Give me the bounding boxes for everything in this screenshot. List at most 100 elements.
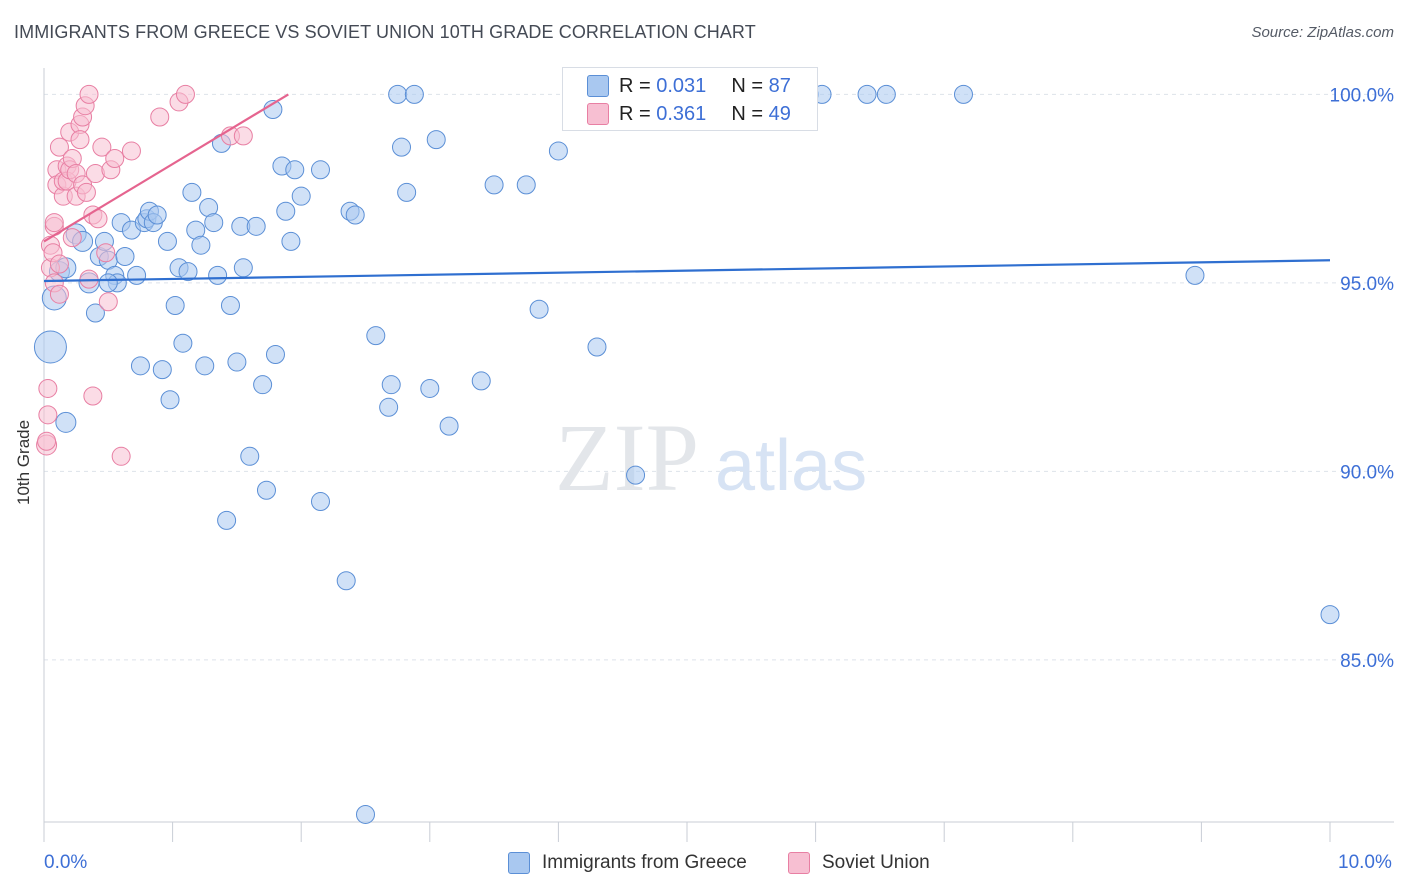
soviet-point xyxy=(49,284,69,304)
watermark-atlas: atlas xyxy=(715,426,867,506)
greece-point xyxy=(98,273,118,293)
greece-point xyxy=(392,137,412,157)
greece-point xyxy=(310,492,330,512)
soviet-n-value: 49 xyxy=(768,102,791,125)
watermark-zip: ZIP xyxy=(555,404,699,511)
y-tick-label: 95.0% xyxy=(1340,274,1394,295)
greece-point xyxy=(208,265,228,285)
greece-point xyxy=(115,247,135,266)
soviet-point xyxy=(62,228,82,248)
trend-lines xyxy=(43,93,1331,283)
greece-trend-line xyxy=(43,259,1331,283)
greece-point xyxy=(220,296,240,316)
greece-point xyxy=(152,360,172,380)
soviet-n-label: N = xyxy=(731,102,764,125)
source-credit: Source: ZipAtlas.com xyxy=(1251,24,1394,41)
soviet-point xyxy=(83,386,103,406)
greece-point xyxy=(285,160,305,180)
soviet-r-value: 0.361 xyxy=(656,102,707,125)
greece-point xyxy=(281,231,301,251)
soviet-point xyxy=(38,405,58,425)
greece-point xyxy=(291,186,311,206)
soviet-point xyxy=(96,243,116,263)
greece-point xyxy=(195,356,215,376)
greece-point xyxy=(55,411,77,433)
greece-point xyxy=(182,182,202,202)
greece-point xyxy=(157,231,177,251)
soviet-point xyxy=(37,431,57,451)
greece-point xyxy=(529,299,549,319)
greece-point xyxy=(265,345,285,365)
soviet-point xyxy=(49,254,69,274)
greece-point xyxy=(246,216,266,236)
x-tick-label-max: 10.0% xyxy=(1338,852,1392,873)
greece-point xyxy=(953,84,973,104)
greece-point xyxy=(227,352,247,372)
greece-point xyxy=(336,571,356,591)
greece-point xyxy=(256,480,276,500)
series-legend: Immigrants from Greece Soviet Union xyxy=(0,852,1406,878)
soviet-point xyxy=(70,130,90,150)
greece-point xyxy=(204,213,224,233)
greece-point xyxy=(217,510,237,530)
greece-point xyxy=(345,205,365,225)
greece-point xyxy=(420,378,440,398)
greece-point xyxy=(548,141,568,161)
greece-r-label: R = xyxy=(619,74,651,97)
greece-point xyxy=(160,390,180,410)
soviet-point xyxy=(79,84,99,104)
greece-point xyxy=(857,84,877,104)
soviet-point xyxy=(98,292,118,312)
soviet-point xyxy=(175,84,195,104)
greece-r-value: 0.031 xyxy=(656,74,707,97)
soviet-trend-line xyxy=(43,93,289,243)
greece-point xyxy=(253,375,273,395)
greece-point xyxy=(356,804,375,824)
greece-point xyxy=(130,356,150,376)
soviet-point xyxy=(233,126,253,146)
greece-n-value: 87 xyxy=(768,74,791,97)
legend-item-greece[interactable]: Immigrants from Greece xyxy=(508,852,747,874)
greece-n-label: N = xyxy=(731,74,764,97)
soviet-point xyxy=(92,137,112,157)
greece-point xyxy=(404,84,424,104)
greece-point xyxy=(276,201,296,221)
stats-legend: R = 0.031 N = 87 R = 0.361 N = 49 xyxy=(562,67,818,131)
greece-point xyxy=(426,130,446,150)
legend-soviet-label: Soviet Union xyxy=(822,852,930,873)
greece-point xyxy=(310,160,330,180)
greece-point xyxy=(484,175,504,195)
soviet-point xyxy=(121,141,141,161)
greece-point xyxy=(33,330,67,364)
soviet-point xyxy=(76,182,96,202)
greece-point xyxy=(397,182,417,202)
greece-point xyxy=(1320,605,1340,625)
legend-greece-label: Immigrants from Greece xyxy=(542,852,747,873)
greece-point xyxy=(587,337,607,357)
greece-point xyxy=(178,262,198,282)
soviet-r-label: R = xyxy=(619,102,651,125)
legend-soviet-swatch xyxy=(788,852,810,874)
greece-point xyxy=(379,397,399,417)
greece-point xyxy=(147,205,167,225)
soviet-point xyxy=(38,378,58,398)
legend-item-soviet[interactable]: Soviet Union xyxy=(788,852,930,874)
greece-point xyxy=(173,333,193,353)
greece-swatch xyxy=(587,75,609,97)
greece-point xyxy=(127,265,147,285)
soviet-point xyxy=(49,137,69,157)
soviet-point xyxy=(105,148,125,168)
greece-point xyxy=(471,371,491,391)
y-tick-labels: 100.0% 95.0% 90.0% 85.0% xyxy=(1330,85,1395,672)
greece-point xyxy=(240,446,260,466)
soviet-point xyxy=(150,107,170,127)
y-tick-label: 90.0% xyxy=(1340,462,1394,483)
greece-point xyxy=(191,235,211,255)
greece-point xyxy=(165,296,185,316)
greece-point xyxy=(626,465,646,485)
greece-point xyxy=(233,258,253,278)
greece-point xyxy=(388,84,408,104)
stats-row-soviet: R = 0.361 N = 49 xyxy=(587,102,791,126)
soviet-point xyxy=(111,446,131,466)
